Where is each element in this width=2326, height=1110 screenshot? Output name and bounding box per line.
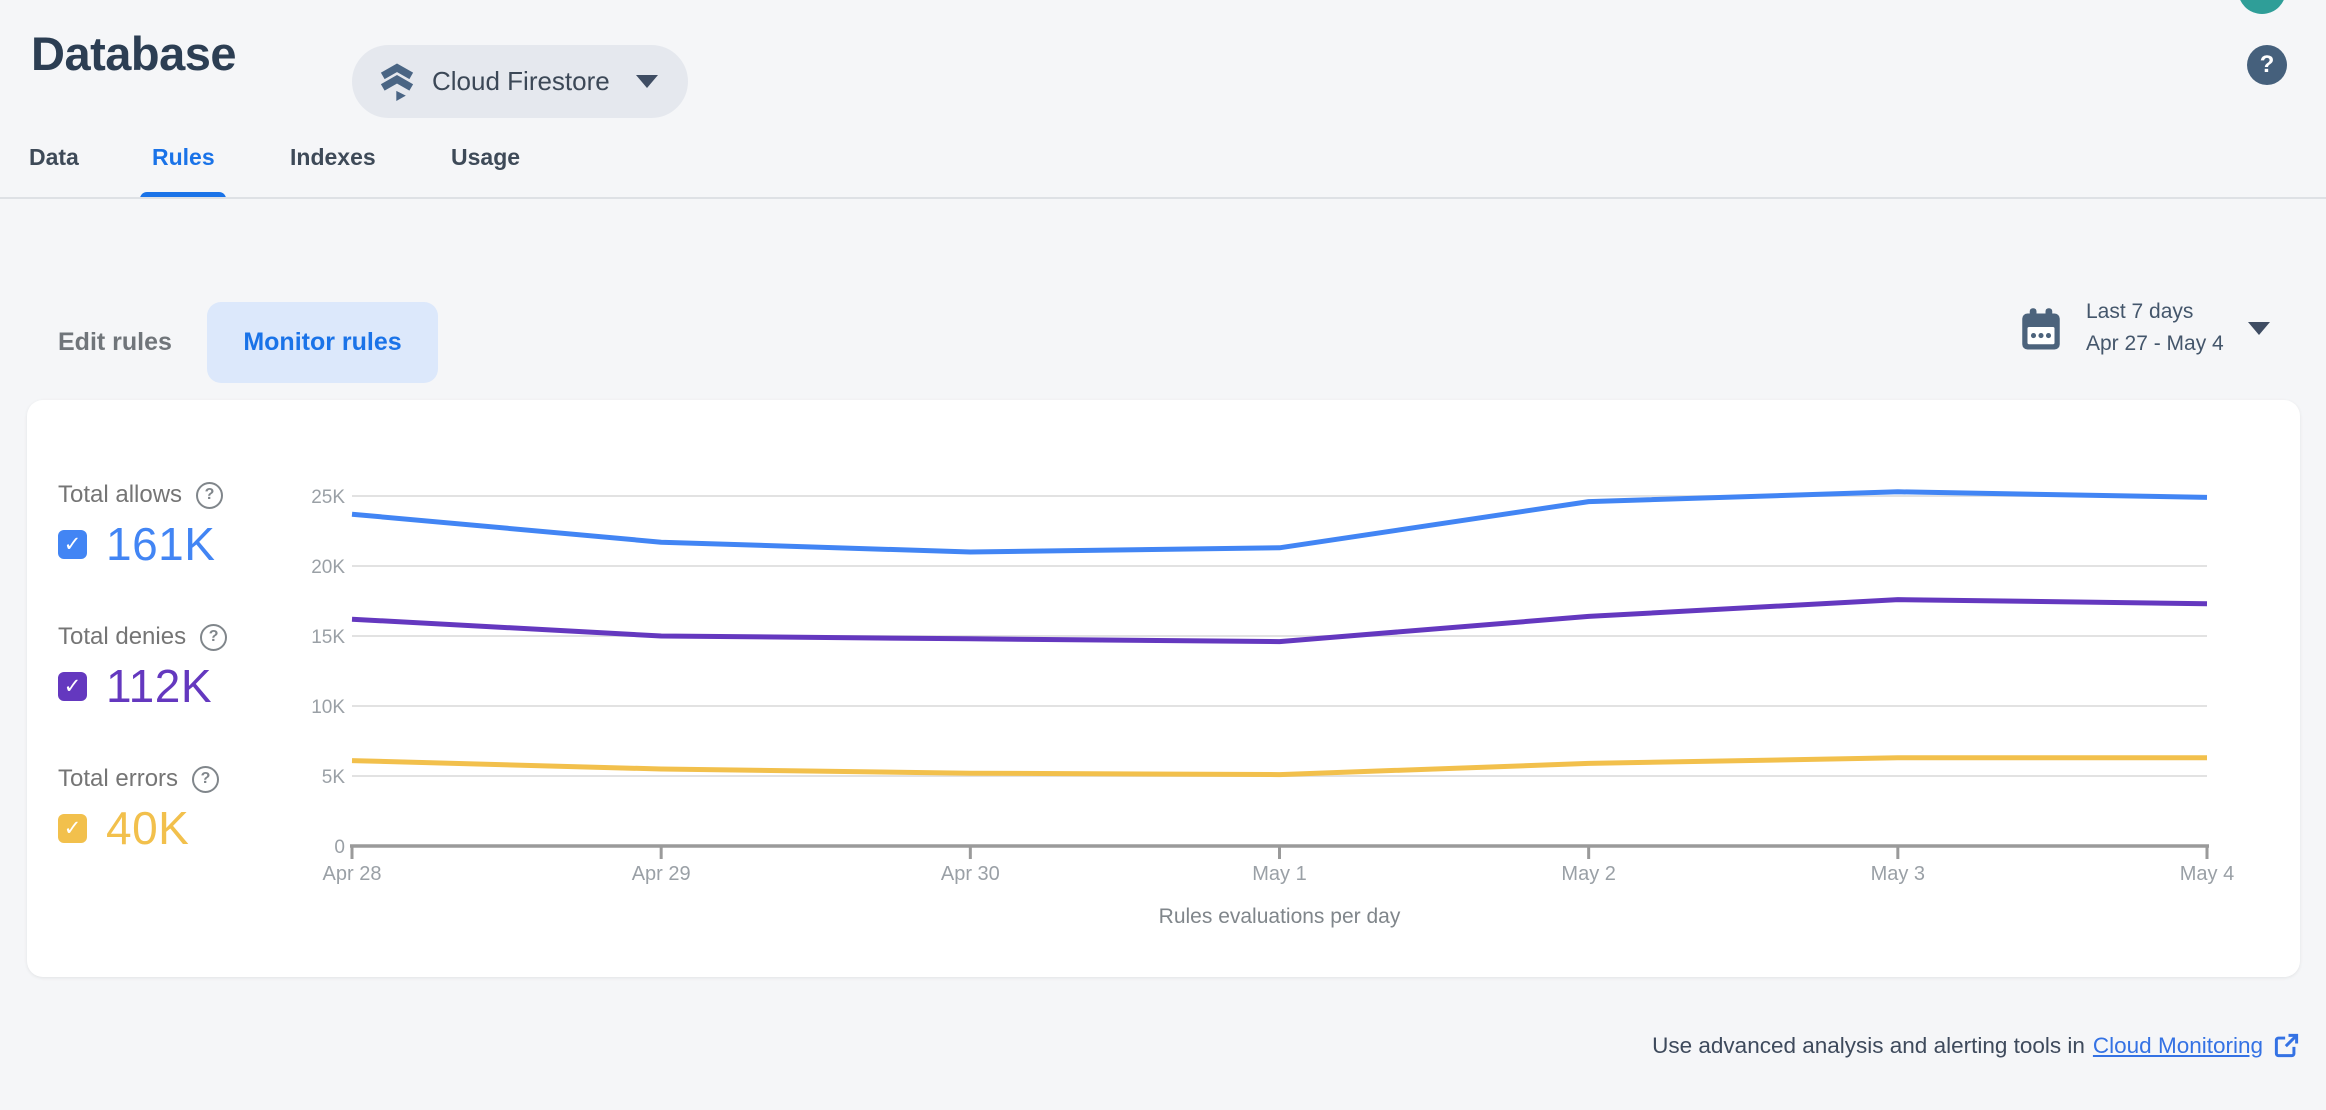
errors-total: 40K bbox=[106, 802, 190, 854]
help-icon[interactable]: ? bbox=[196, 481, 224, 509]
help-icon[interactable]: ? bbox=[192, 765, 220, 793]
date-range-primary: Last 7 days bbox=[2086, 300, 2194, 323]
product-selector[interactable]: Cloud Firestore bbox=[352, 45, 688, 118]
svg-text:0: 0 bbox=[334, 837, 345, 858]
tab-divider bbox=[0, 197, 2326, 199]
svg-text:Apr 30: Apr 30 bbox=[941, 863, 1000, 885]
external-link-icon bbox=[2263, 1032, 2300, 1059]
cloud-monitoring-note: Use advanced analysis and alerting tools… bbox=[1652, 1032, 2300, 1059]
tab-bar: Data Rules Indexes Usage bbox=[0, 130, 2326, 199]
date-range-selector[interactable]: Last 7 days Apr 27 - May 4 bbox=[2020, 296, 2270, 360]
svg-text:20K: 20K bbox=[311, 557, 345, 578]
help-icon[interactable]: ? bbox=[200, 623, 228, 651]
errors-checkbox[interactable]: ✓ bbox=[58, 813, 87, 843]
svg-text:Apr 28: Apr 28 bbox=[323, 863, 382, 885]
svg-text:5K: 5K bbox=[322, 767, 346, 788]
help-button[interactable]: ? bbox=[2247, 45, 2287, 85]
date-range-secondary: Apr 27 - May 4 bbox=[2086, 332, 2224, 355]
chevron-down-icon bbox=[2247, 321, 2270, 335]
svg-text:May 4: May 4 bbox=[2180, 863, 2234, 885]
tab-usage[interactable]: Usage bbox=[451, 144, 521, 170]
active-tab-underline bbox=[140, 192, 227, 199]
firestore-icon bbox=[378, 62, 416, 101]
svg-text:May 1: May 1 bbox=[1252, 863, 1306, 885]
svg-text:10K: 10K bbox=[311, 697, 345, 718]
allows-checkbox[interactable]: ✓ bbox=[58, 529, 87, 559]
svg-text:15K: 15K bbox=[311, 627, 345, 648]
question-mark-icon: ? bbox=[2259, 51, 2275, 78]
denies-checkbox[interactable]: ✓ bbox=[58, 671, 87, 701]
tab-indexes[interactable]: Indexes bbox=[290, 144, 376, 170]
chevron-down-icon bbox=[635, 75, 658, 88]
svg-text:Apr 29: Apr 29 bbox=[632, 863, 691, 885]
allows-total: 161K bbox=[106, 518, 216, 570]
cloud-monitoring-link[interactable]: Cloud Monitoring bbox=[2092, 1032, 2263, 1058]
legend-item-allows: Total allows ? ✓ 161K bbox=[58, 480, 224, 570]
calendar-icon bbox=[2020, 303, 2062, 353]
chart-caption: Rules evaluations per day bbox=[1158, 905, 1401, 928]
denies-total: 112K bbox=[106, 660, 213, 712]
page-title: Database bbox=[31, 27, 237, 80]
avatar[interactable] bbox=[2238, 0, 2286, 14]
monitor-rules-button[interactable]: Monitor rules bbox=[207, 302, 438, 383]
svg-text:May 3: May 3 bbox=[1871, 863, 1925, 885]
rules-monitor-card: Total allows ? ✓ 161K Total denies ? ✓ 1… bbox=[27, 400, 2300, 977]
tab-data[interactable]: Data bbox=[29, 144, 79, 170]
legend-item-errors: Total errors ? ✓ 40K bbox=[58, 764, 220, 854]
rules-chart: 0 5K 10K 15K 20K 25K Apr 28 Apr 29 Apr 30 May 1 Ma… bbox=[311, 487, 2234, 885]
svg-text:May 2: May 2 bbox=[1561, 863, 1615, 885]
product-selector-label: Cloud Firestore bbox=[432, 66, 610, 96]
tab-rules[interactable]: Rules bbox=[140, 144, 227, 199]
date-range-text: Last 7 days Apr 27 - May 4 bbox=[2086, 296, 2224, 360]
edit-rules-button[interactable]: Edit rules bbox=[58, 302, 172, 383]
svg-text:25K: 25K bbox=[311, 487, 345, 508]
legend-item-denies: Total denies ? ✓ 112K bbox=[58, 622, 228, 712]
